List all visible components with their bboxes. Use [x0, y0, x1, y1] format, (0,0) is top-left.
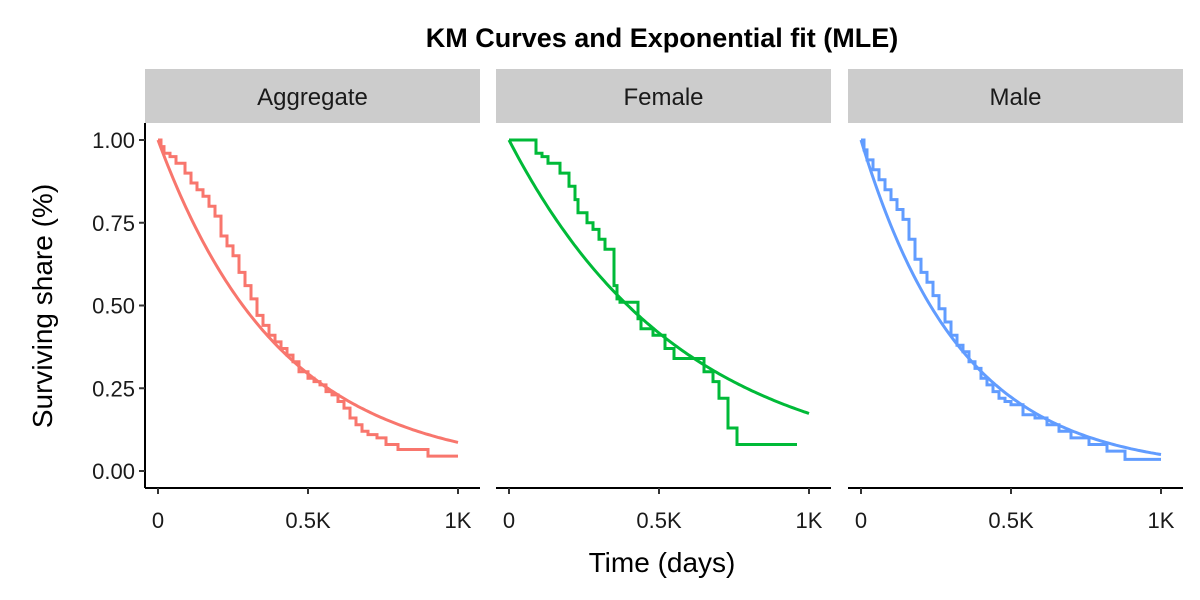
facet-strip-label: Male	[989, 84, 1041, 111]
y-tick-label: 1.00	[92, 128, 135, 153]
x-tick-label: 0.5K	[285, 508, 331, 533]
facet-panel-male: Male 0 0.5K 1K	[848, 69, 1183, 533]
facet-strip	[848, 69, 1183, 123]
exponential-fit-line	[859, 139, 1162, 456]
chart-title: KM Curves and Exponential fit (MLE)	[426, 23, 899, 53]
km-step-line	[861, 138, 1161, 461]
y-axis-title: Surviving share (%)	[27, 184, 58, 428]
x-axis-title: Time (days)	[589, 547, 736, 578]
x-tick-label: 0	[503, 508, 515, 533]
facet-panels: Aggregate 0 0.5K 1K Female 0 0.5K 1K Male 0 0.5K 1K	[145, 69, 1183, 533]
y-axis: 0.00 0.25 0.50 0.75 1.00	[92, 123, 146, 488]
x-tick-label: 0	[855, 508, 867, 533]
km-step-line	[509, 138, 797, 446]
facet-panel-aggregate: Aggregate 0 0.5K 1K	[145, 69, 480, 533]
y-tick-label: 0.75	[92, 211, 135, 236]
y-tick-label: 0.50	[92, 294, 135, 319]
km-step-line	[158, 138, 458, 458]
facet-panel-female: Female 0 0.5K 1K	[496, 69, 831, 533]
facet-strip	[496, 69, 831, 123]
y-tick-label: 0.25	[92, 376, 135, 401]
x-tick-label: 1K	[1148, 508, 1175, 533]
x-tick-label: 1K	[796, 508, 823, 533]
facet-strip-label: Female	[623, 84, 703, 111]
facet-strip	[145, 69, 480, 123]
facet-strip-label: Aggregate	[257, 84, 368, 111]
x-tick-label: 0	[152, 508, 164, 533]
exponential-fit-line	[507, 139, 810, 415]
y-tick-label: 0.00	[92, 459, 135, 484]
x-tick-label: 0.5K	[988, 508, 1034, 533]
exponential-fit-line	[156, 139, 459, 444]
x-tick-label: 0.5K	[636, 508, 682, 533]
x-tick-label: 1K	[445, 508, 472, 533]
